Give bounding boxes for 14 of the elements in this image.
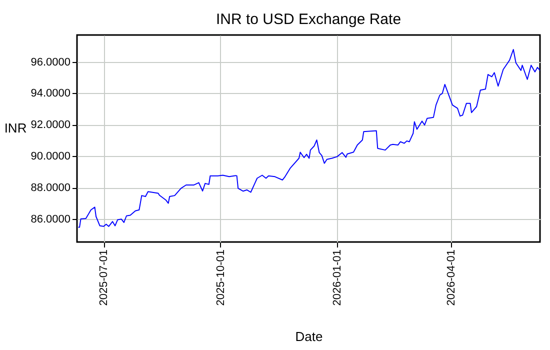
chart-title: INR to USD Exchange Rate	[216, 11, 402, 28]
x-tick-label: 2026-01-01	[332, 250, 344, 306]
line-series	[78, 48, 540, 228]
y-tick-label: 86.0000	[30, 214, 70, 226]
x-tick-label: 2025-10-01	[214, 250, 227, 306]
y-tick-label: 88.0000	[30, 182, 70, 194]
y-tick-label: 96.0000	[30, 56, 70, 68]
y-tick-label: 92.0000	[30, 119, 70, 132]
y-tick-label: 94.0000	[30, 88, 70, 100]
x-tick-label: 2025-07-01	[98, 250, 110, 306]
x-tick-label: 2026-04-01	[446, 250, 458, 306]
y-axis-title: INR	[4, 120, 27, 136]
y-tick-label: 90.0000	[30, 150, 70, 163]
x-axis-title: Date	[295, 328, 323, 344]
